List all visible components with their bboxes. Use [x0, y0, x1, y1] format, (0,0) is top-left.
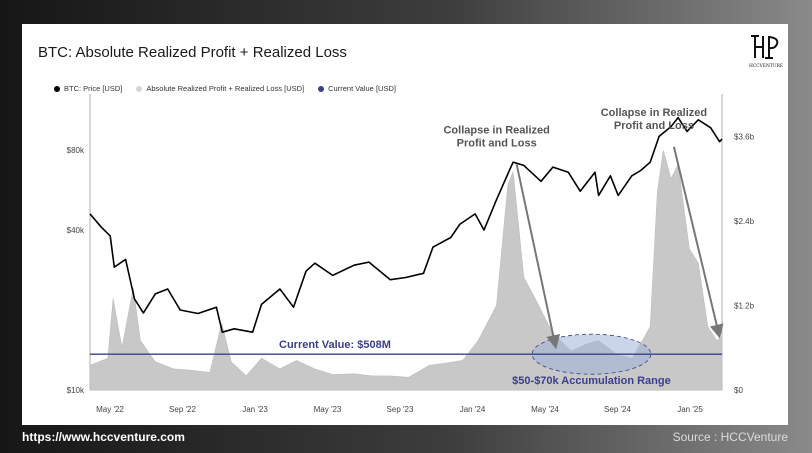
footer-url[interactable]: https://www.hccventure.com	[22, 430, 185, 444]
chart-card: BTC: Absolute Realized Profit + Realized…	[22, 24, 788, 425]
x-tick-2: Sep '22	[169, 405, 196, 414]
y-left-tick-2: $40k	[67, 226, 85, 235]
legend-item-realized[interactable]: Absolute Realized Profit + Realized Loss…	[136, 84, 304, 93]
x-tick-6: Jan '24	[460, 405, 486, 414]
legend-swatch-current	[318, 85, 325, 92]
footer-source: Source : HCCVenture	[672, 430, 788, 444]
x-tick-5: Sep '23	[387, 405, 414, 414]
realized-profit-loss-area	[89, 150, 723, 391]
legend-item-current[interactable]: Current Value [USD]	[318, 84, 396, 93]
current-value-label: Current Value: $508M	[279, 339, 391, 351]
btc-price-line	[89, 116, 723, 333]
annotation-2-line-2: Profit and Loss	[614, 120, 694, 132]
chart-title: BTC: Absolute Realized Profit + Realized…	[38, 44, 347, 61]
legend-label-current: Current Value [USD]	[328, 84, 396, 93]
y-right-tick-2: $1.2b	[734, 301, 755, 310]
y-left-tick-1: $10k	[67, 386, 85, 395]
legend-swatch-price	[54, 85, 60, 92]
legend-swatch-realized	[136, 85, 143, 92]
accumulation-range-label: $50-$70k Accumulation Range	[512, 375, 671, 387]
price-realized-chart: Current Value: $508M $50-$70k Accumulatio…	[67, 94, 755, 414]
y-right-tick-3: $2.4b	[734, 217, 755, 226]
x-tick-1: May '22	[96, 405, 124, 414]
legend-item-price[interactable]: BTC: Price [USD]	[54, 84, 122, 93]
x-tick-4: May '23	[314, 405, 342, 414]
annotation-1-line-2: Profit and Loss	[457, 137, 537, 149]
annotation-2-line-1: Collapse in Realized	[601, 107, 707, 119]
x-tick-9: Jan '25	[677, 405, 703, 414]
legend-label-price: BTC: Price [USD]	[64, 84, 123, 93]
chart-legend: BTC: Price [USD] Absolute Realized Profi…	[54, 84, 396, 93]
y-left-tick-3: $80k	[67, 146, 85, 155]
legend-label-realized: Absolute Realized Profit + Realized Loss…	[146, 84, 305, 93]
x-tick-8: Sep '24	[604, 405, 631, 414]
annotation-1-line-1: Collapse in Realized	[443, 124, 549, 136]
y-right-tick-4: $3.6b	[734, 132, 755, 141]
x-tick-3: Jan '23	[242, 405, 268, 414]
annotation-1-arrow	[515, 164, 561, 350]
logo-text: HCCVENTURE	[749, 64, 783, 69]
x-tick-7: May '24	[531, 405, 559, 414]
y-right-tick-1: $0	[734, 386, 743, 395]
annotation-2-arrow	[672, 146, 724, 339]
hccventure-logo: HCCVENTURE	[749, 35, 783, 69]
